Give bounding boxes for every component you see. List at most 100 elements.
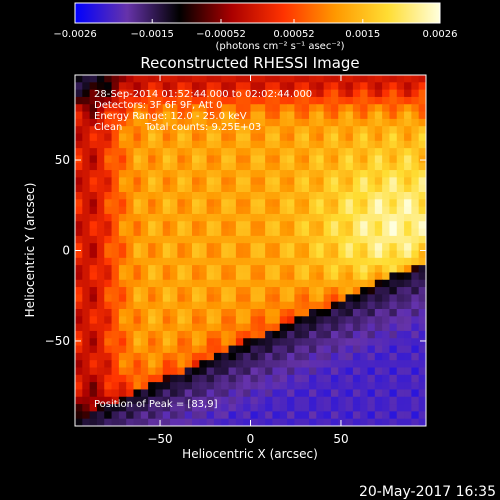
heatmap-cell <box>170 257 178 266</box>
heatmap-cell <box>199 192 208 200</box>
heatmap-cell <box>367 228 376 237</box>
heatmap-cell <box>111 389 120 398</box>
heatmap-cell <box>396 213 405 222</box>
heatmap-cell <box>330 411 339 420</box>
heatmap-cell <box>418 316 426 325</box>
heatmap-cell <box>309 411 317 420</box>
heatmap-cell <box>374 104 383 113</box>
heatmap-cell <box>330 162 339 171</box>
heatmap-cell <box>104 309 113 317</box>
heatmap-cell <box>294 162 303 171</box>
heatmap-cell <box>75 75 83 83</box>
heatmap-cell <box>279 345 288 354</box>
heatmap-cell <box>360 206 369 215</box>
heatmap-cell <box>82 155 91 164</box>
heatmap-cell <box>316 104 325 113</box>
heatmap-cell <box>272 235 281 244</box>
heatmap-cell <box>111 140 120 149</box>
heatmap-cell <box>316 96 325 105</box>
heatmap-cell <box>118 228 127 237</box>
heatmap-cell <box>235 382 244 391</box>
heatmap-cell <box>257 323 266 332</box>
heatmap-cell <box>213 213 222 222</box>
heatmap-cell <box>75 111 83 120</box>
heatmap-cell <box>162 338 171 347</box>
heatmap-cell <box>148 272 157 281</box>
heatmap-cell <box>389 140 398 149</box>
heatmap-cell <box>170 330 178 339</box>
heatmap-cell <box>192 140 200 149</box>
heatmap-cell <box>338 323 347 332</box>
heatmap-cell <box>192 82 200 91</box>
heatmap-cell <box>206 162 215 171</box>
heatmap-cell <box>352 243 361 252</box>
heatmap-cell <box>192 184 200 193</box>
heatmap-cell <box>118 367 127 376</box>
heatmap-cell <box>140 316 149 325</box>
heatmap-cell <box>411 140 420 149</box>
heatmap-cell <box>360 389 369 398</box>
heatmap-cell <box>221 235 230 244</box>
heatmap-cell <box>404 148 412 157</box>
heatmap-cell <box>411 294 420 303</box>
heatmap-cell <box>330 243 339 252</box>
heatmap-cell <box>104 221 113 230</box>
heatmap-cell <box>235 177 244 186</box>
heatmap-cell <box>265 206 274 215</box>
heatmap-cell <box>140 265 149 274</box>
heatmap-cell <box>338 389 347 398</box>
heatmap-cell <box>374 279 383 288</box>
heatmap-cell <box>75 96 83 105</box>
heatmap-cell <box>162 192 171 200</box>
heatmap-cell <box>301 360 310 369</box>
annotation-method: Clean <box>94 122 122 133</box>
heatmap-cell <box>323 243 332 252</box>
heatmap-cell <box>418 257 426 266</box>
heatmap-cell <box>345 111 354 120</box>
heatmap-cell <box>411 192 420 200</box>
heatmap-cell <box>250 309 259 317</box>
heatmap-cell <box>345 133 354 142</box>
heatmap-cell <box>330 323 339 332</box>
heatmap-cell <box>309 338 317 347</box>
heatmap-cell <box>148 257 157 266</box>
heatmap-cell <box>396 257 405 266</box>
heatmap-cell <box>243 374 252 383</box>
heatmap-cell <box>89 301 98 310</box>
heatmap-cell <box>184 316 193 325</box>
heatmap-cell <box>213 338 222 347</box>
heatmap-cell <box>162 126 171 135</box>
heatmap-cell <box>345 126 354 135</box>
heatmap-cell <box>250 382 259 391</box>
heatmap-cell <box>104 265 113 274</box>
heatmap-cell <box>228 374 237 383</box>
heatmap-cell <box>360 199 369 208</box>
heatmap-cell <box>345 323 354 332</box>
heatmap-cell <box>250 192 259 200</box>
x-axis-label: Heliocentric X (arcsec) <box>182 447 318 461</box>
heatmap-cell <box>126 162 135 171</box>
heatmap-cell <box>389 404 398 412</box>
heatmap-cell <box>367 104 376 113</box>
heatmap-cell <box>352 148 361 157</box>
heatmap-cell <box>272 382 281 391</box>
heatmap-cell <box>96 389 105 398</box>
heatmap-cell <box>96 213 105 222</box>
heatmap-cell <box>75 316 83 325</box>
heatmap-cell <box>213 418 222 426</box>
heatmap-cell <box>316 243 325 252</box>
heatmap-cell <box>89 140 98 149</box>
heatmap-cell <box>309 309 317 317</box>
heatmap-cell <box>250 323 259 332</box>
heatmap-cell <box>265 382 274 391</box>
heatmap-cell <box>133 96 142 105</box>
heatmap-cell <box>243 213 252 222</box>
heatmap-cell <box>140 118 149 127</box>
heatmap-cell <box>104 75 113 83</box>
heatmap-cell <box>126 352 135 361</box>
heatmap-cell <box>155 111 164 120</box>
heatmap-cell <box>287 96 295 105</box>
heatmap-cell <box>126 287 135 295</box>
heatmap-cell <box>294 301 303 310</box>
heatmap-cell <box>133 126 142 135</box>
